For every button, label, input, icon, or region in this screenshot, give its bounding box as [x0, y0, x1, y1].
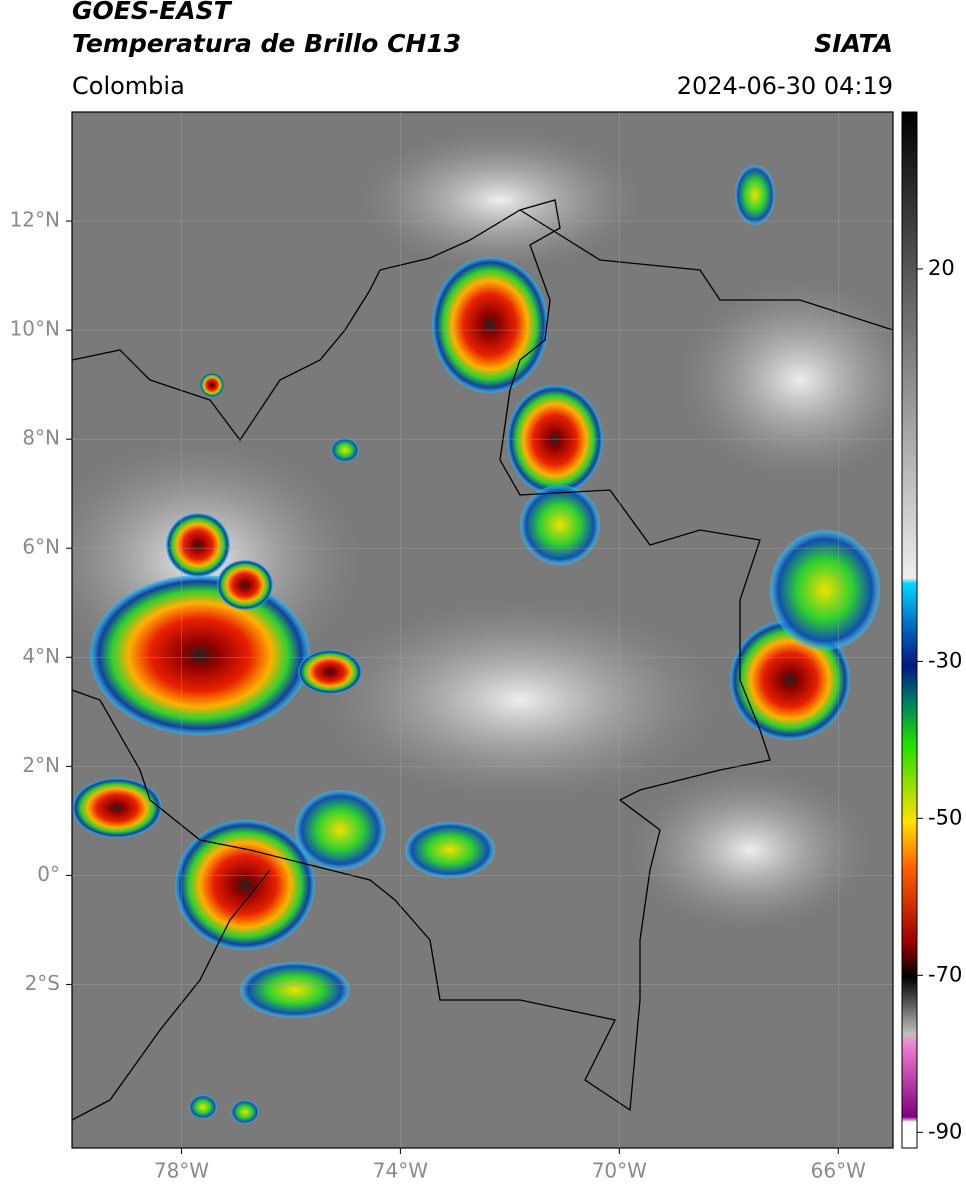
map-frame: [71, 111, 894, 1149]
colorbar-label: 20: [928, 256, 955, 280]
y-tick-label: 6°N: [22, 535, 60, 559]
y-tick-label: 10°N: [10, 317, 60, 341]
y-tick-label: 2°N: [22, 753, 60, 777]
storm: [405, 822, 495, 878]
storm: [331, 438, 359, 462]
cloud: [320, 600, 720, 800]
storm: [231, 1100, 259, 1124]
colorbar-label: -30: [928, 648, 962, 672]
colorbar-label: -70: [928, 962, 962, 986]
storm: [217, 560, 273, 610]
storm: [520, 485, 600, 565]
datetime: 2024-06-30 04:19: [677, 72, 893, 100]
storm: [770, 530, 880, 650]
title: GOES-EAST: [72, 0, 233, 25]
cloud: [630, 770, 870, 930]
x-tick-label: 78°W: [154, 1159, 209, 1183]
source: SIATA: [814, 29, 893, 58]
y-tick-label: 0°: [37, 862, 60, 886]
storm: [175, 820, 315, 950]
storm: [507, 385, 603, 495]
border: [72, 869, 271, 1121]
border: [72, 269, 381, 442]
storm: [166, 513, 230, 577]
colorbar-label: -50: [928, 805, 962, 829]
storm: [735, 165, 775, 225]
storm: [200, 373, 224, 397]
cloud: [680, 280, 893, 480]
cloud: [360, 130, 640, 270]
y-tick-label: 2°S: [25, 971, 60, 995]
y-tick-label: 12°N: [10, 208, 60, 232]
storm: [432, 257, 548, 393]
border: [72, 199, 771, 1112]
y-tick-label: 4°N: [22, 644, 60, 668]
storm: [189, 1095, 217, 1119]
storm: [72, 778, 162, 838]
storm: [298, 650, 362, 694]
y-tick-label: 8°N: [22, 426, 60, 450]
subtitle: Temperatura de Brillo CH13: [72, 29, 461, 58]
storm: [240, 962, 350, 1018]
storm: [730, 620, 850, 740]
colorbar: [901, 111, 918, 1149]
storm: [90, 575, 310, 735]
border: [519, 209, 893, 331]
storm: [295, 790, 385, 870]
colorbar-label: -90: [928, 1119, 962, 1143]
x-tick-label: 70°W: [592, 1159, 647, 1183]
x-tick-label: 66°W: [811, 1159, 866, 1183]
x-tick-label: 74°W: [373, 1159, 428, 1183]
imagery: [72, 112, 893, 1148]
region: Colombia: [72, 72, 185, 100]
